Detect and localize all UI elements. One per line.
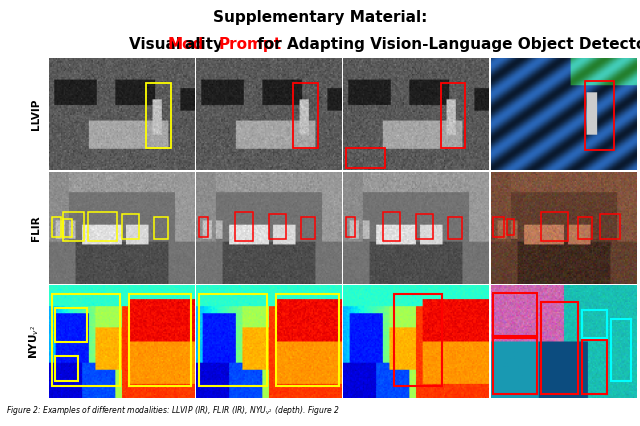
Bar	[301, 217, 316, 239]
Text: (d) ModPrompt (Ours): (d) ModPrompt (Ours)	[507, 68, 620, 78]
Bar	[346, 148, 385, 168]
Bar	[294, 83, 318, 148]
Bar	[394, 294, 442, 386]
Bar	[493, 217, 504, 237]
Bar	[236, 212, 253, 242]
Bar	[346, 217, 355, 237]
Bar	[441, 83, 465, 148]
Bar	[585, 81, 614, 150]
Bar	[154, 217, 168, 239]
Bar	[611, 319, 632, 381]
Bar	[147, 83, 171, 148]
Bar	[129, 294, 191, 386]
Text: Prompt: Prompt	[219, 37, 282, 52]
Text: (b) Zero-Shot: (b) Zero-Shot	[234, 68, 303, 78]
Bar	[541, 302, 578, 394]
Bar	[55, 308, 87, 342]
Bar	[269, 214, 286, 239]
Bar	[582, 340, 607, 394]
Bar	[52, 217, 61, 237]
Text: Mod: Mod	[168, 37, 204, 52]
Text: Supplementary Material:: Supplementary Material:	[213, 10, 427, 26]
Bar	[63, 212, 84, 242]
Text: for Adapting Vision-Language Object Detectors: for Adapting Vision-Language Object Dete…	[252, 37, 640, 52]
Bar	[63, 219, 72, 237]
Bar	[416, 214, 433, 239]
Bar	[506, 219, 514, 235]
Bar	[493, 293, 537, 336]
Bar	[493, 338, 537, 394]
Text: Visual: Visual	[129, 37, 186, 52]
Bar	[383, 212, 400, 242]
Bar	[448, 217, 463, 239]
Bar	[88, 212, 117, 242]
Bar	[122, 214, 139, 239]
Text: (a) GT: (a) GT	[106, 68, 138, 78]
Bar	[276, 294, 339, 386]
Text: LLVIP: LLVIP	[31, 99, 41, 130]
Text: Figure 2: Examples of different modalities: LLVIP (IR), FLIR (IR), NYU$_{v^2}$ (: Figure 2: Examples of different modaliti…	[6, 404, 340, 417]
Text: (c) Visual Prompt: (c) Visual Prompt	[371, 68, 461, 78]
Text: NYU$_{v^2}$: NYU$_{v^2}$	[28, 325, 41, 359]
Bar	[199, 294, 268, 386]
Bar	[582, 310, 607, 338]
Bar	[52, 294, 120, 386]
Text: ality: ality	[185, 37, 228, 52]
Bar	[541, 212, 568, 242]
Bar	[55, 356, 78, 381]
Bar	[199, 217, 208, 237]
Bar	[578, 217, 592, 239]
Text: FLIR: FLIR	[31, 215, 41, 241]
Bar	[600, 214, 620, 239]
